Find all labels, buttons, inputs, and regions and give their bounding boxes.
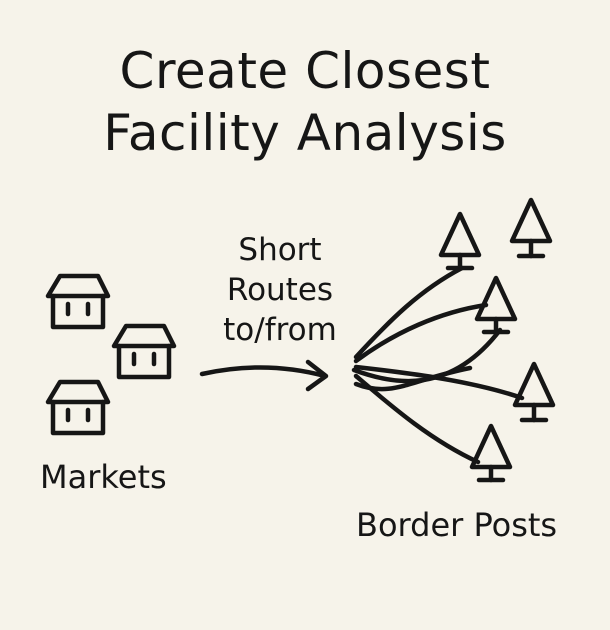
routes-line-1: Short — [238, 232, 322, 268]
border-posts-label: Border Posts — [356, 506, 558, 544]
tree-icon — [438, 211, 482, 271]
title-line-2: Facility Analysis — [103, 104, 507, 162]
diagram-title: Create Closest Facility Analysis — [0, 40, 610, 164]
title-line-1: Create Closest — [119, 42, 491, 100]
routes-line-3: to/from — [223, 312, 337, 348]
route-arrow — [199, 359, 329, 392]
house-icon — [45, 273, 111, 330]
tree-icon — [474, 275, 518, 335]
house-icon — [45, 379, 111, 436]
tree-icon — [512, 361, 556, 423]
route-lines — [351, 265, 525, 465]
routes-label: Short Routes to/from — [200, 230, 360, 350]
routes-line-2: Routes — [226, 272, 334, 308]
house-icon — [111, 323, 177, 380]
tree-icon — [509, 197, 553, 259]
markets-label: Markets — [40, 458, 167, 496]
tree-icon — [469, 423, 513, 483]
